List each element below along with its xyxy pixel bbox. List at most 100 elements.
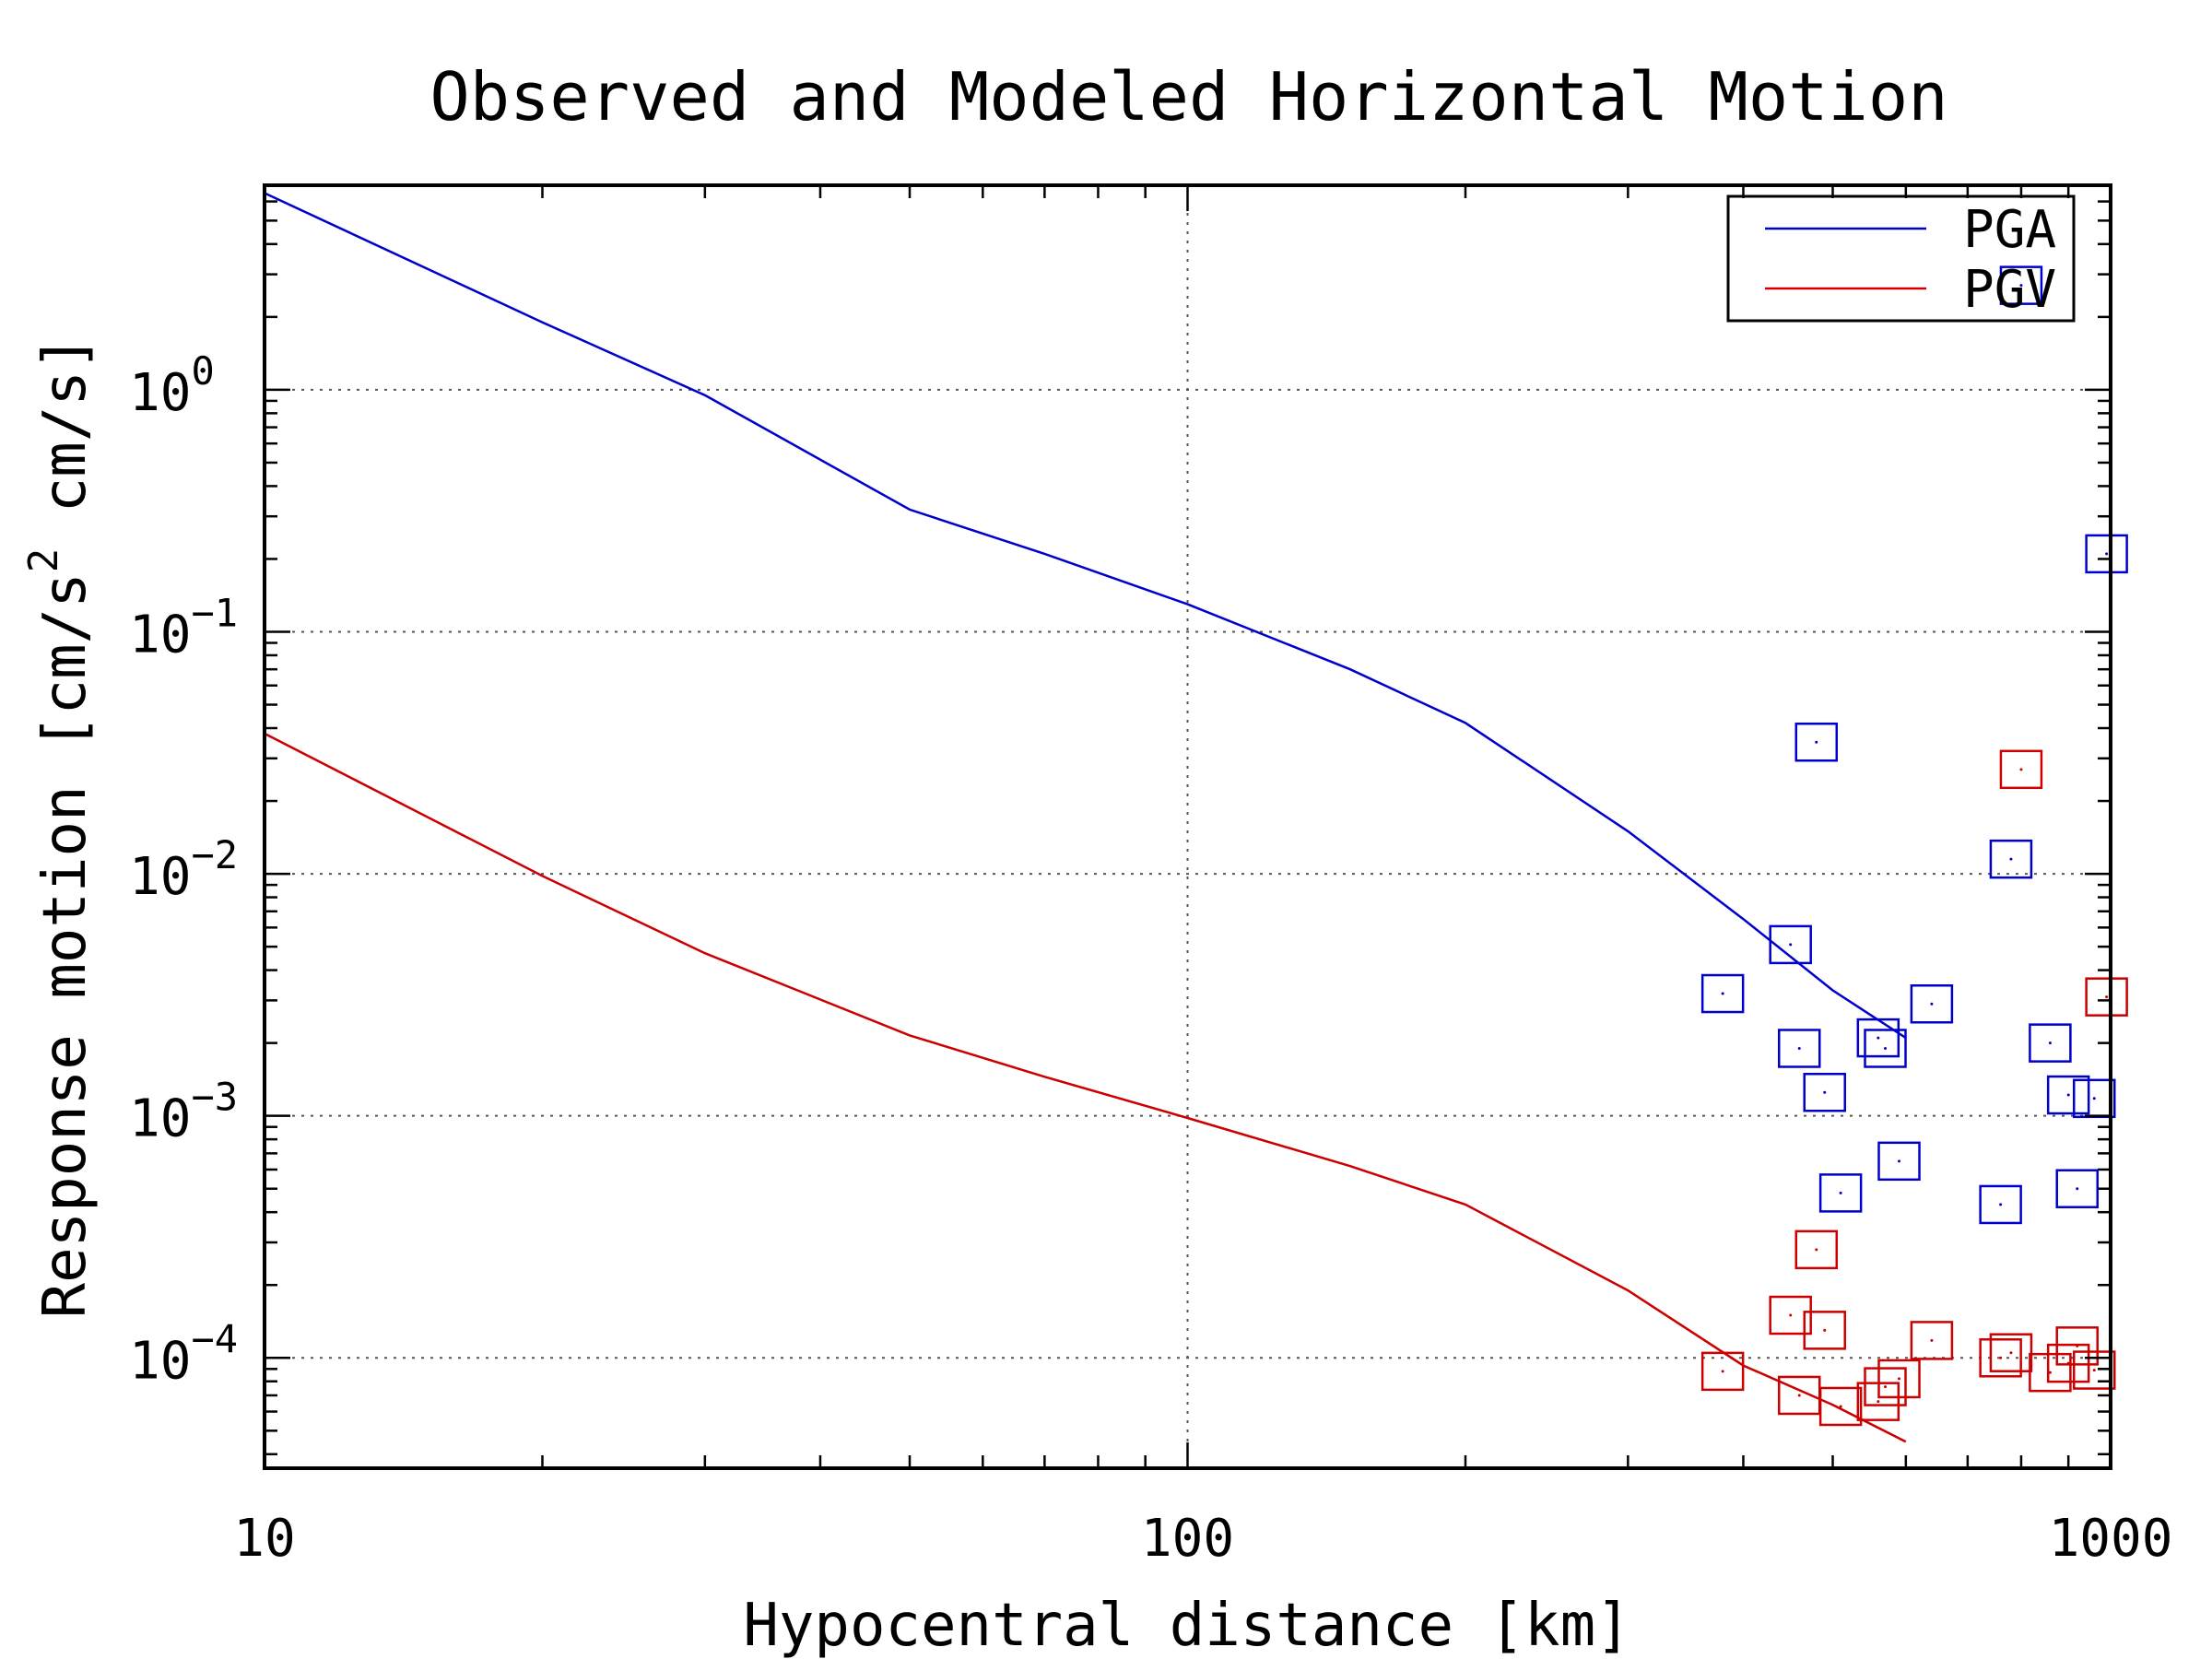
observed-point-pgv bbox=[1818, 1386, 1863, 1427]
observed-point-center-pga bbox=[1877, 1036, 1880, 1040]
observed-point-center-pga bbox=[1823, 1090, 1827, 1094]
observed-point-center-pga bbox=[1884, 1046, 1888, 1050]
y-tick-label-exponent: −4 bbox=[191, 1316, 238, 1361]
observed-point-center-pgv bbox=[1930, 1338, 1934, 1342]
observed-point-center-pgv bbox=[1839, 1405, 1842, 1408]
observed-point-pga bbox=[2055, 1169, 2099, 1208]
plot-area-frame bbox=[263, 183, 2112, 1470]
observed-point-center-pga bbox=[1930, 1002, 1934, 1006]
observed-point-center-pga bbox=[2019, 284, 2023, 288]
observed-point-center-pga bbox=[2105, 552, 2109, 556]
x-tick-label: 10 bbox=[233, 1509, 295, 1569]
y-axis-label-superscript: 2 bbox=[20, 548, 67, 573]
y-axis-label-tail: cm/s] bbox=[31, 335, 100, 548]
observed-point-pgv bbox=[1979, 1338, 2022, 1378]
observed-point-pgv bbox=[2055, 1326, 2099, 1366]
observed-point-pgv bbox=[1803, 1311, 1846, 1350]
observed-point-center-pgv bbox=[2019, 768, 2023, 771]
observed-point-center-pga bbox=[1898, 1159, 1901, 1163]
observed-point-center-pga bbox=[1721, 992, 1724, 995]
series-layer bbox=[264, 192, 2128, 1443]
observed-point-pga bbox=[1818, 1173, 1863, 1213]
observed-point-pgv bbox=[1864, 1367, 1907, 1406]
observed-point-center-pgv bbox=[2076, 1344, 2079, 1347]
y-axis-label: Response motion [cm/s2 cm/s] bbox=[20, 335, 100, 1319]
observed-point-pga bbox=[1999, 265, 2043, 305]
legend: PGA PGV bbox=[1726, 194, 2076, 323]
observed-point-center-pga bbox=[1789, 943, 1793, 947]
observed-point-pga bbox=[1803, 1072, 1846, 1112]
grid-lines bbox=[265, 185, 2111, 1468]
observed-point-center-pgv bbox=[2092, 1369, 2096, 1372]
x-tick-label: 100 bbox=[1141, 1509, 1234, 1569]
series-line-pgv bbox=[264, 732, 1907, 1443]
observed-point-center-pgv bbox=[1999, 1356, 2003, 1359]
observed-point-pga bbox=[1700, 973, 1745, 1014]
observed-point-pga bbox=[2046, 1075, 2090, 1115]
y-tick-label-exponent: 0 bbox=[191, 348, 214, 394]
observed-point-pga bbox=[2029, 1023, 2072, 1063]
observed-point-pgv bbox=[2029, 1352, 2072, 1393]
observed-point-pga bbox=[1864, 1029, 1907, 1068]
observed-point-center-pga bbox=[2066, 1093, 2070, 1097]
observed-point-center-pga bbox=[2076, 1187, 2079, 1191]
observed-point-pga bbox=[1778, 1029, 1821, 1068]
y-axis-label-main: Response motion [cm/s bbox=[31, 572, 100, 1318]
observed-point-center-pgv bbox=[1823, 1328, 1827, 1332]
observed-point-pgv bbox=[1794, 1230, 1839, 1270]
y-tick-label-base: 10 bbox=[129, 1089, 191, 1149]
y-tick-label: 100 bbox=[129, 348, 215, 423]
observed-point-pga bbox=[1989, 839, 2033, 879]
observed-point-pga bbox=[1856, 1018, 1900, 1058]
observed-point-pgv bbox=[1910, 1321, 1954, 1360]
observed-point-center-pgv bbox=[1877, 1400, 1880, 1404]
observed-point-center-pga bbox=[2092, 1097, 2096, 1100]
y-tick-label-exponent: −2 bbox=[191, 832, 238, 877]
x-axis-label: Hypocentral distance [km] bbox=[743, 1592, 1630, 1659]
observed-point-pgv bbox=[1700, 1351, 1745, 1392]
legend-box bbox=[1726, 194, 2076, 323]
observed-point-center-pgv bbox=[1884, 1385, 1888, 1389]
observed-point-center-pga bbox=[1839, 1191, 1842, 1194]
observed-point-pga bbox=[1769, 924, 1812, 965]
tick-marks bbox=[263, 183, 2112, 1468]
observed-point-center-pga bbox=[1999, 1203, 2003, 1206]
y-tick-label-exponent: −1 bbox=[191, 591, 238, 636]
y-tick-label-base: 10 bbox=[129, 1331, 191, 1391]
y-tick-label: 10−3 bbox=[129, 1075, 238, 1149]
x-tick-label: 1000 bbox=[2049, 1509, 2173, 1569]
observed-point-pgv bbox=[2072, 1350, 2116, 1390]
observed-point-center-pga bbox=[2048, 1041, 2052, 1045]
observed-point-center-pga bbox=[2009, 857, 2013, 861]
observed-point-center-pgv bbox=[1789, 1313, 1793, 1317]
observed-point-pgv bbox=[1999, 749, 2043, 790]
observed-point-center-pga bbox=[1797, 1046, 1801, 1050]
y-tick-label-base: 10 bbox=[129, 847, 191, 907]
observed-point-center-pgv bbox=[1898, 1377, 1901, 1381]
observed-point-center-pga bbox=[1815, 740, 1818, 744]
observed-point-pgv bbox=[1877, 1359, 1921, 1399]
y-tick-label: 10−2 bbox=[129, 832, 238, 907]
legend-label-pga: PGA bbox=[1963, 200, 2056, 260]
observed-point-pga bbox=[1877, 1141, 1921, 1182]
observed-point-center-pgv bbox=[1797, 1394, 1801, 1397]
chart-title: Observed and Modeled Horizontal Motion bbox=[429, 58, 1947, 135]
y-tick-label: 10−4 bbox=[129, 1316, 238, 1391]
observed-point-center-pgv bbox=[1815, 1248, 1818, 1252]
observed-point-center-pgv bbox=[2009, 1351, 2013, 1355]
y-tick-label: 10−1 bbox=[129, 591, 238, 665]
observed-point-pgv bbox=[2085, 977, 2128, 1017]
observed-point-pga bbox=[2085, 534, 2128, 574]
observed-point-pga bbox=[1794, 722, 1839, 762]
observed-point-pga bbox=[1979, 1184, 2022, 1225]
observed-point-center-pgv bbox=[2105, 995, 2109, 999]
x-tick-labels: 10 100 1000 bbox=[233, 1509, 2172, 1569]
observed-point-pgv bbox=[1989, 1333, 2033, 1372]
observed-point-pga bbox=[1910, 984, 1954, 1024]
observed-point-center-pgv bbox=[1721, 1370, 1724, 1373]
observed-point-center-pgv bbox=[2048, 1371, 2052, 1374]
y-tick-label-exponent: −3 bbox=[191, 1075, 238, 1120]
observed-point-pgv bbox=[1769, 1295, 1812, 1335]
legend-label-pgv: PGV bbox=[1963, 260, 2056, 320]
